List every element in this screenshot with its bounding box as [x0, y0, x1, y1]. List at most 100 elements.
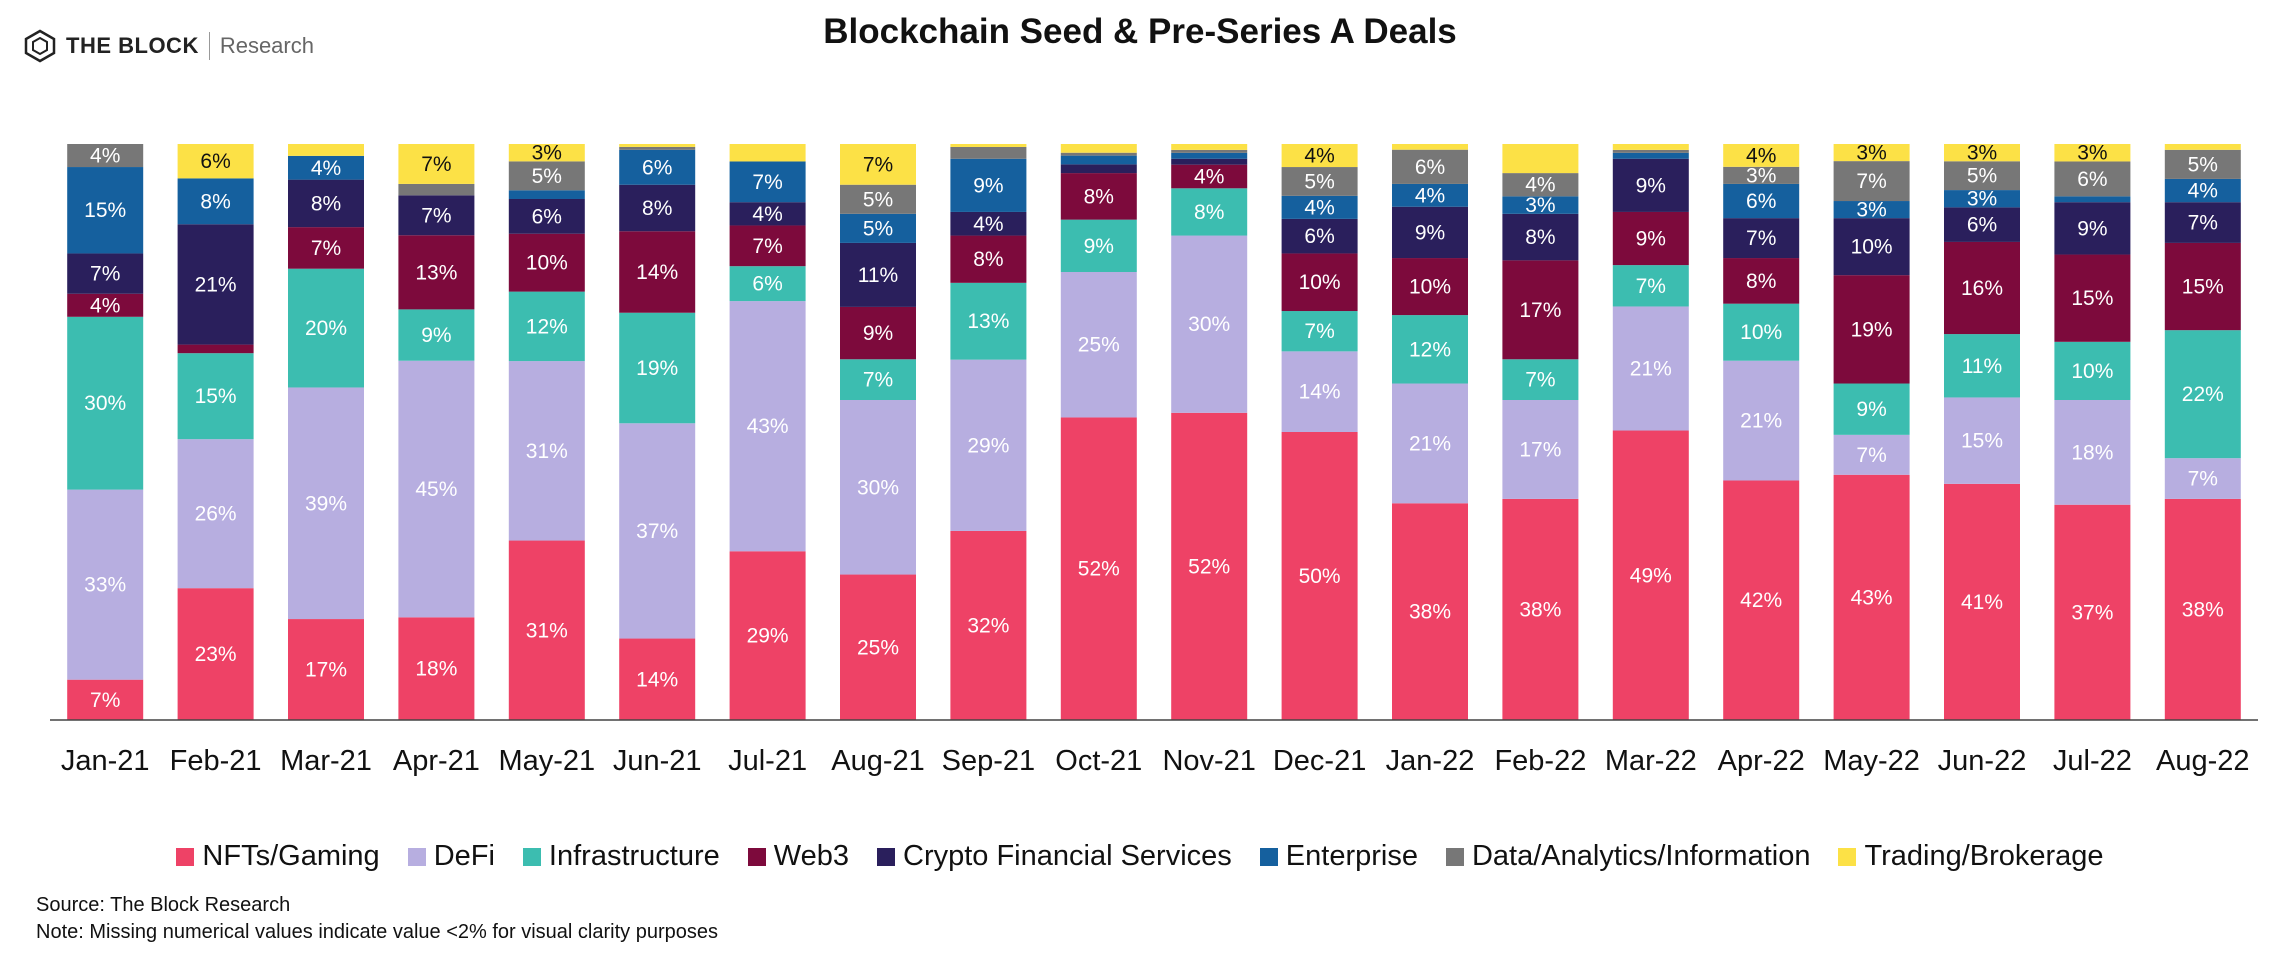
bar-segment — [1171, 188, 1248, 236]
data-label: 7% — [421, 153, 451, 176]
data-label: 8% — [311, 192, 341, 215]
bar-segment — [619, 144, 696, 147]
bar-segment — [2054, 400, 2131, 505]
data-label: 15% — [1961, 430, 2003, 453]
bar-segment — [1392, 383, 1468, 504]
data-label: 9% — [1084, 235, 1114, 258]
data-label: 7% — [90, 263, 120, 286]
bar-segment — [2164, 178, 2241, 203]
data-label: 9% — [421, 324, 451, 347]
data-label: 14% — [636, 261, 678, 284]
data-label: 11% — [858, 264, 898, 287]
data-label: 33% — [84, 574, 126, 597]
x-tick-label: Jun-22 — [1938, 745, 2027, 777]
data-label: 5% — [863, 188, 893, 211]
data-label: 10% — [1299, 271, 1341, 294]
data-label: 13% — [967, 310, 1009, 333]
bar-segment — [1060, 164, 1137, 174]
bar-segment — [288, 387, 364, 620]
bar-segment — [729, 225, 806, 267]
bar-segment — [2164, 202, 2241, 243]
bar-segment — [1502, 498, 1579, 720]
bar-segment — [1392, 144, 1468, 150]
bar-segment — [1833, 218, 1910, 276]
data-label: 18% — [2071, 441, 2113, 464]
data-label: 30% — [857, 476, 899, 499]
data-label: 7% — [2188, 212, 2218, 235]
data-label: 5% — [2188, 153, 2218, 176]
bar-segment — [950, 235, 1027, 283]
x-tick-label: Apr-22 — [1718, 745, 1805, 777]
bar-segment — [1944, 161, 2020, 191]
bar-segment — [1723, 183, 1800, 219]
logo: THE BLOCK Research — [24, 26, 314, 66]
bar-segment — [2054, 504, 2131, 720]
bar-segment — [1171, 412, 1248, 720]
bar-segment — [1171, 152, 1248, 159]
logo-brand: THE BLOCK — [66, 33, 199, 58]
bar-segment — [1171, 144, 1248, 150]
bar-segment — [67, 167, 144, 254]
data-label: 7% — [2188, 468, 2218, 491]
bar-segment — [950, 146, 1027, 159]
data-label: 32% — [967, 614, 1009, 637]
bar-segment — [619, 149, 696, 185]
bar-segment — [398, 195, 475, 236]
bar-segment — [398, 617, 475, 720]
data-label: 23% — [195, 643, 237, 666]
data-label: 7% — [311, 237, 341, 260]
data-label: 31% — [526, 440, 568, 463]
bar-segment — [1612, 265, 1689, 307]
bar-segment — [1723, 144, 1800, 167]
logo-subtitle: Research — [219, 33, 314, 58]
legend-item: Trading/Brokerage — [1838, 840, 2104, 873]
bar-segment — [288, 144, 364, 156]
data-label: 31% — [526, 619, 568, 642]
data-label: 4% — [2188, 180, 2218, 203]
bar-segment — [1392, 206, 1468, 259]
bar-segment — [177, 588, 254, 720]
data-label: 7% — [863, 153, 893, 176]
bar-segment — [1171, 149, 1248, 153]
data-label: 6% — [1746, 190, 1776, 213]
data-label: 8% — [1746, 270, 1776, 293]
data-label: 43% — [1851, 586, 1893, 609]
data-label: 7% — [1636, 275, 1666, 298]
data-label: 52% — [1188, 555, 1230, 578]
bar-segment — [840, 213, 916, 243]
bar-segment — [840, 400, 916, 575]
x-tick-label: Feb-22 — [1494, 745, 1586, 777]
bar-segment — [1833, 434, 1910, 475]
legend-label: Web3 — [773, 840, 849, 872]
data-label: 7% — [1856, 444, 1886, 467]
bar-segment — [1833, 144, 1910, 162]
bar-segment — [1944, 207, 2020, 242]
bar-segment — [619, 184, 696, 232]
data-label: 14% — [1299, 381, 1341, 404]
data-label: 8% — [642, 197, 672, 220]
bar-segment — [288, 268, 364, 388]
bar-segment — [729, 161, 806, 203]
data-label: 41% — [1961, 591, 2003, 614]
bar-segment — [1944, 144, 2020, 162]
data-label: 25% — [857, 636, 899, 659]
data-label: 20% — [305, 317, 347, 340]
bar-segment — [950, 359, 1027, 531]
bar-segment — [288, 155, 364, 180]
bar-segment — [1281, 351, 1358, 432]
data-label: 10% — [1851, 236, 1893, 259]
bar-segment — [1281, 253, 1358, 312]
data-label: 49% — [1630, 564, 1672, 587]
data-label: 9% — [1415, 221, 1445, 244]
data-label: 3% — [1746, 164, 1776, 187]
data-label: 22% — [2182, 383, 2224, 406]
legend-item: Data/Analytics/Information — [1445, 840, 1810, 873]
data-label: 4% — [311, 157, 341, 180]
bar-segment — [508, 361, 585, 541]
bar-segment — [1944, 190, 2020, 208]
legend-swatch — [747, 847, 766, 866]
data-label: 7% — [90, 689, 120, 712]
legend-label: Infrastructure — [548, 840, 720, 872]
bar-segment — [398, 309, 475, 361]
legend-item: Enterprise — [1259, 840, 1418, 873]
